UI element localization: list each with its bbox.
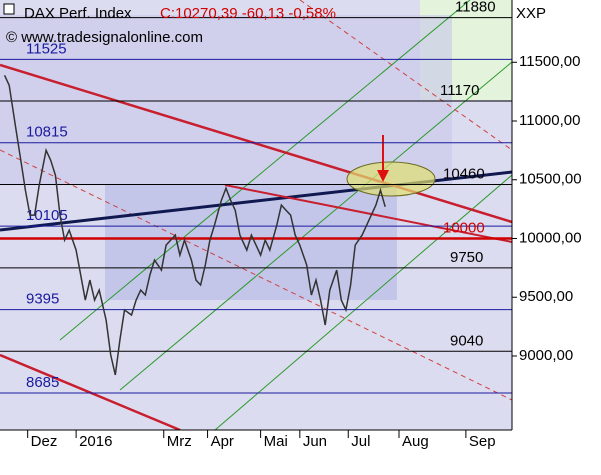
- level-label: 9750: [450, 249, 483, 266]
- symbol: XXP: [516, 5, 546, 22]
- level-label: 10105: [26, 207, 68, 224]
- x-tick-label: Mai: [264, 433, 288, 450]
- y-tick-label: 11000,00: [519, 112, 580, 129]
- copyright: © www.tradesignalonline.com: [6, 29, 203, 46]
- icon: [3, 3, 15, 15]
- x-tick-label: Dez: [31, 433, 58, 450]
- level-label: 10815: [26, 124, 68, 141]
- x-tick-label: Sep: [469, 433, 496, 450]
- zone: [0, 15, 452, 185]
- price-line: [3, 74, 386, 376]
- level-label: 8685: [26, 374, 59, 391]
- y-tick-label: 11500,00: [519, 53, 580, 70]
- y-tick-label: 9500,00: [519, 288, 573, 305]
- level-label: 9040: [450, 332, 483, 349]
- x-tick-label: Jun: [303, 433, 327, 450]
- level-label: 11170: [440, 82, 480, 99]
- y-tick-label: 10000,00: [519, 229, 582, 246]
- level-label: 10000: [443, 219, 485, 236]
- x-tick-label: Apr: [211, 433, 234, 450]
- x-tick-label: Aug: [402, 433, 429, 450]
- quote: C:10270,39 -60,13 -0,58%: [160, 5, 336, 22]
- chart-title: DAX Perf. Index: [24, 5, 132, 22]
- y-tick-label: 9000,00: [519, 347, 573, 364]
- level-label: 9395: [26, 291, 59, 308]
- level-label: 11525: [26, 40, 67, 57]
- x-tick-label: 2016: [79, 433, 112, 450]
- level-label: 11880: [455, 0, 496, 16]
- level-label: 10460: [443, 165, 485, 182]
- axis-background: [512, 0, 601, 470]
- x-tick-label: Mrz: [167, 433, 192, 450]
- x-tick-label: Jul: [351, 433, 370, 450]
- y-tick-label: 10500,00: [519, 171, 582, 188]
- axis-background: [0, 430, 512, 470]
